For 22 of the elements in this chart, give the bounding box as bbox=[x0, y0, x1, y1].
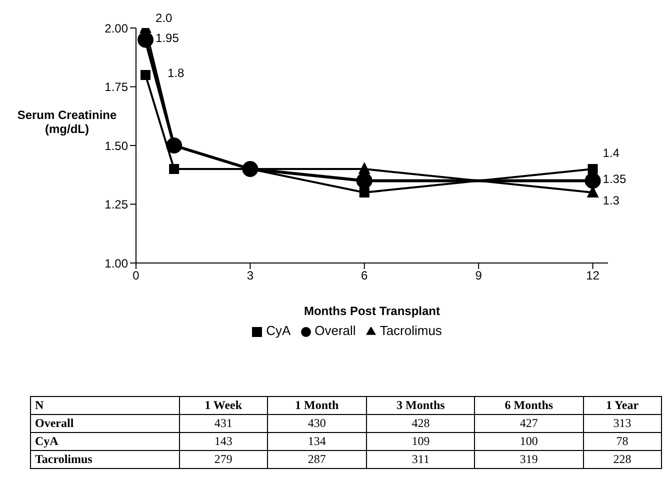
legend-label: CyA bbox=[266, 323, 291, 338]
x-tick-label: 0 bbox=[132, 268, 140, 283]
data-label: 1.95 bbox=[156, 30, 180, 45]
x-axis-title: Months Post Transplant bbox=[304, 304, 440, 318]
y-tick-label: 2.00 bbox=[104, 21, 128, 36]
data-label: 1.3 bbox=[602, 194, 620, 208]
y-tick-label: 1.50 bbox=[104, 138, 128, 153]
data-label: 2.0 bbox=[156, 11, 173, 25]
legend-label: Overall bbox=[314, 323, 356, 338]
x-tick-label: 12 bbox=[586, 268, 600, 283]
data-label: 1.35 bbox=[602, 172, 626, 186]
x-tick-label: 3 bbox=[246, 268, 254, 283]
y-tick-label: 1.75 bbox=[104, 80, 128, 94]
y-tick-label: 1.25 bbox=[104, 198, 128, 212]
y-tick-label: 1.00 bbox=[104, 256, 128, 270]
data-label: 1.4 bbox=[602, 146, 620, 160]
y-axis-title: Serum Creatinine (mg/dL) bbox=[16, 108, 118, 136]
data-label: 1.8 bbox=[168, 66, 185, 80]
x-tick-label: 9 bbox=[475, 268, 482, 283]
sample-size-table: N 1 Week 1 Month 3 Months 6 Months 1 Year Overall 431 430 428 427 313 CyA 143 134 109 100 78 Tacrolimus 279 287 311 319 228 bbox=[30, 396, 662, 469]
x-tick-label: 6 bbox=[361, 268, 368, 283]
legend-label: Tacrolimus bbox=[380, 323, 442, 338]
